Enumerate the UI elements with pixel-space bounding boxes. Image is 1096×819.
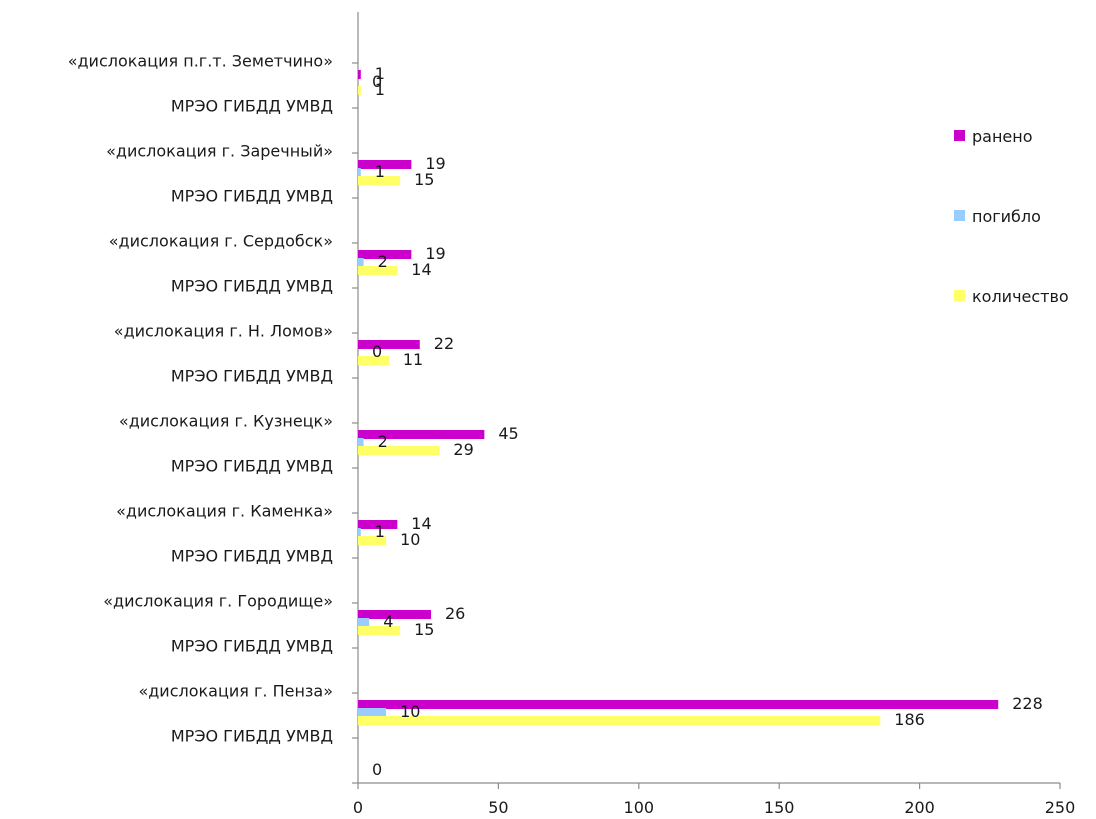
category-label: «дислокация г. Заречный» <box>106 142 333 161</box>
data-label-количество: 1 <box>375 80 385 99</box>
data-label-ранено: 19 <box>425 154 445 173</box>
data-label-ранено: 19 <box>425 244 445 263</box>
category-label: МРЭО ГИБДД УМВД <box>171 187 333 206</box>
bar-количество <box>358 626 401 635</box>
data-label-количество: 186 <box>894 710 925 729</box>
legend-label: погибло <box>972 207 1041 226</box>
category-label: «дислокация г. Каменка» <box>116 502 333 521</box>
data-label-ранено: 26 <box>445 604 465 623</box>
data-label-количество: 14 <box>411 260 431 279</box>
data-label-погибло: 10 <box>400 702 420 721</box>
category-label: МРЭО ГИБДД УМВД <box>171 457 333 476</box>
category-label: «дислокация г. Н. Ломов» <box>114 322 333 341</box>
category-label: МРЭО ГИБДД УМВД <box>171 97 333 116</box>
chart-bars <box>358 70 999 725</box>
data-label-количество: 15 <box>414 170 434 189</box>
data-label-ранено: 1 <box>375 64 385 83</box>
bar-ранено <box>358 520 398 529</box>
data-label-погибло: 2 <box>378 252 388 271</box>
bar-ранено <box>358 250 412 259</box>
bar-количество <box>358 446 440 455</box>
bar-ранено <box>358 610 432 619</box>
bar-ранено <box>358 70 361 79</box>
bar-количество <box>358 86 361 95</box>
bar-количество <box>358 536 387 545</box>
data-label-количество: 10 <box>400 530 420 549</box>
x-tick-label: 0 <box>353 798 363 817</box>
category-label: «дислокация г. Кузнецк» <box>119 412 333 431</box>
data-label-ранено: 22 <box>434 334 454 353</box>
data-label-количество: 11 <box>403 350 423 369</box>
chart-x-ticks: 0 50 100 150 200 250 <box>353 783 1075 817</box>
bar-ранено <box>358 430 485 439</box>
category-label: МРЭО ГИБДД УМВД <box>171 547 333 566</box>
legend-swatch <box>954 210 965 221</box>
category-label: МРЭО ГИБДД УМВД <box>171 367 333 386</box>
data-label-ранено: 228 <box>1012 694 1043 713</box>
bar-погибло <box>358 168 361 177</box>
category-label: МРЭО ГИБДД УМВД <box>171 637 333 656</box>
bar-погибло <box>358 258 364 267</box>
bar-погибло <box>358 618 370 627</box>
x-tick-label: 200 <box>904 798 935 817</box>
bar-количество <box>358 176 401 185</box>
x-tick-label: 250 <box>1045 798 1076 817</box>
data-label-погибло: 0 <box>372 72 382 91</box>
x-tick-label: 150 <box>764 798 795 817</box>
data-label-ранено: 14 <box>411 514 431 533</box>
bar-количество <box>358 716 881 725</box>
data-label-ранено: 45 <box>498 424 518 443</box>
x-tick-label: 50 <box>488 798 508 817</box>
bar-количество <box>358 266 398 275</box>
x-tick-label: 100 <box>624 798 655 817</box>
data-label-погибло: 4 <box>383 612 393 631</box>
data-label-количество: 15 <box>414 620 434 639</box>
legend-label: ранено <box>972 127 1033 146</box>
bar-количество <box>358 356 389 365</box>
category-label: «дислокация г. Пенза» <box>138 682 333 701</box>
data-label-погибло: 1 <box>375 522 385 541</box>
chart-legend: ранено погибло количество <box>954 127 1069 306</box>
data-label-погибло: 2 <box>378 432 388 451</box>
legend-swatch <box>954 290 965 301</box>
bar-погибло <box>358 528 361 537</box>
bar-погибло <box>358 438 364 447</box>
legend-swatch <box>954 130 965 141</box>
category-label: «дислокация г. Сердобск» <box>109 232 333 251</box>
category-label: «дислокация г. Городище» <box>103 592 333 611</box>
category-label: «дислокация п.г.т. Земетчино» <box>68 52 333 71</box>
bar-ранено <box>358 160 412 169</box>
data-label-погибло: 0 <box>372 342 382 361</box>
bar-ранено <box>358 340 420 349</box>
bar-погибло <box>358 708 387 717</box>
chart-category-labels: МРЭО ГИБДД УМВД «дислокация г. Пенза» МРЭО… <box>68 52 333 746</box>
category-label: МРЭО ГИБДД УМВД <box>171 727 333 746</box>
data-label-погибло: 1 <box>375 162 385 181</box>
chart-axes <box>352 12 1060 784</box>
category-label: МРЭО ГИБДД УМВД <box>171 277 333 296</box>
legend-label: количество <box>972 287 1069 306</box>
extra-data-label: 0 <box>372 760 382 779</box>
bar-ранено <box>358 700 999 709</box>
data-label-количество: 29 <box>453 440 473 459</box>
